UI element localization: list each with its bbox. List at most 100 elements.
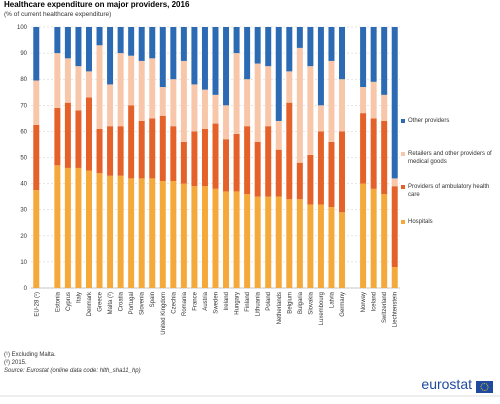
bar-segment [223,191,230,288]
legend-swatch [401,220,405,224]
bar-segment [328,141,335,208]
x-tick-label: Slovakia [308,291,314,314]
bar-segment [170,27,177,80]
bar-segment [180,60,187,142]
bar-segment [286,71,293,103]
bar-segment [233,27,240,54]
bar-segment [360,87,367,114]
x-tick-label: Greece [98,291,104,311]
bar-segment [96,45,103,129]
x-tick-label: Austria [203,291,209,310]
bar-segment [391,186,398,268]
legend-item: Other providers [401,117,496,125]
bar-segment [381,194,388,288]
bar-segment [254,196,261,288]
bar-segment [391,178,398,187]
bar-segment [223,139,230,192]
x-tick-label: Sweden [214,292,220,314]
bar-segment [370,118,377,189]
bar-segment [339,27,346,80]
bar-segment [201,128,208,187]
legend-item: Providers of ambulatory health care [401,183,496,199]
bar-segment [381,120,388,195]
bar-segment [296,27,303,48]
x-tick-label: Switzerland [382,292,388,323]
bar-segment [307,27,314,67]
eu-flag [476,381,493,393]
bar-segment [64,27,71,59]
bar-segment [201,186,208,288]
x-tick-label: Netherlands [277,292,283,324]
bar-segment [191,27,198,85]
bar-segment [138,120,145,179]
bar-segment [360,183,367,288]
bar-segment [138,27,145,61]
x-tick-label: Cyprus [66,292,72,311]
bar-segment [223,105,230,140]
bar-segment [128,55,135,106]
bar-segment [212,27,219,95]
bar-segment [149,118,156,179]
bar-segment [54,53,61,108]
bar-segment [339,131,346,213]
bar-segment [212,123,219,189]
x-tick-label: Malta (²) [108,292,114,314]
footnote: (¹) Excluding Malta. [4,352,56,358]
bar-segment [107,84,114,127]
bar-segment [381,27,388,95]
bar-segment [254,141,261,197]
bar-segment [307,66,314,155]
bar-segment [85,27,92,72]
bar-segment [117,126,124,176]
bar-segment [191,131,198,187]
bar-segment [233,191,240,288]
x-tick-label: Luxembourg [319,292,325,325]
bar-segment [33,27,40,81]
bar-segment [96,27,103,46]
x-tick-label: Hungary [235,292,241,315]
bar-segment [191,186,198,288]
bar-segment [286,27,293,72]
bar-segment [201,89,208,129]
bar-segment [254,27,261,64]
bar-segment [244,194,251,288]
bar-segment [149,27,156,59]
chart-title: Healthcare expenditure on major provider… [4,0,190,9]
x-tick-label: Finland [245,292,251,312]
bar-segment [307,154,314,205]
chart-subtitle: (% of current healthcare expenditure) [4,11,111,18]
bar-segment [117,27,124,54]
bar-segment [107,27,114,85]
bar-segment [64,167,71,288]
x-tick-label: Bulgaria [298,291,304,314]
bar-segment [296,199,303,288]
bar-segment [128,27,135,56]
bar-segment [233,134,240,192]
x-tick-label: Belgium [287,292,293,314]
bar-segment [328,27,335,61]
bar-segment [328,60,335,142]
bar-segment [391,267,398,288]
bar-segment [33,80,40,125]
legend-swatch [401,119,405,123]
bar-segment [339,212,346,288]
bar-segment [286,102,293,200]
eu-stars [480,383,489,391]
bar-segment [96,128,103,174]
bar-segment [201,27,208,90]
bar-segment [275,27,282,121]
x-tick-label: Romania [182,291,188,316]
bar-segment [360,113,367,184]
bar-segment [223,27,230,106]
bar-segment [286,199,293,288]
x-tick-label: Germany [340,292,346,317]
x-tick-label: United Kingdom [161,292,167,335]
bar-segment [75,110,82,168]
bar-segment [75,27,82,67]
x-tick-label: Portugal [129,292,135,314]
bar-segment [128,105,135,179]
bar-segment [180,141,187,184]
x-tick-label: Croatia [119,291,125,311]
bar-segment [212,94,219,124]
